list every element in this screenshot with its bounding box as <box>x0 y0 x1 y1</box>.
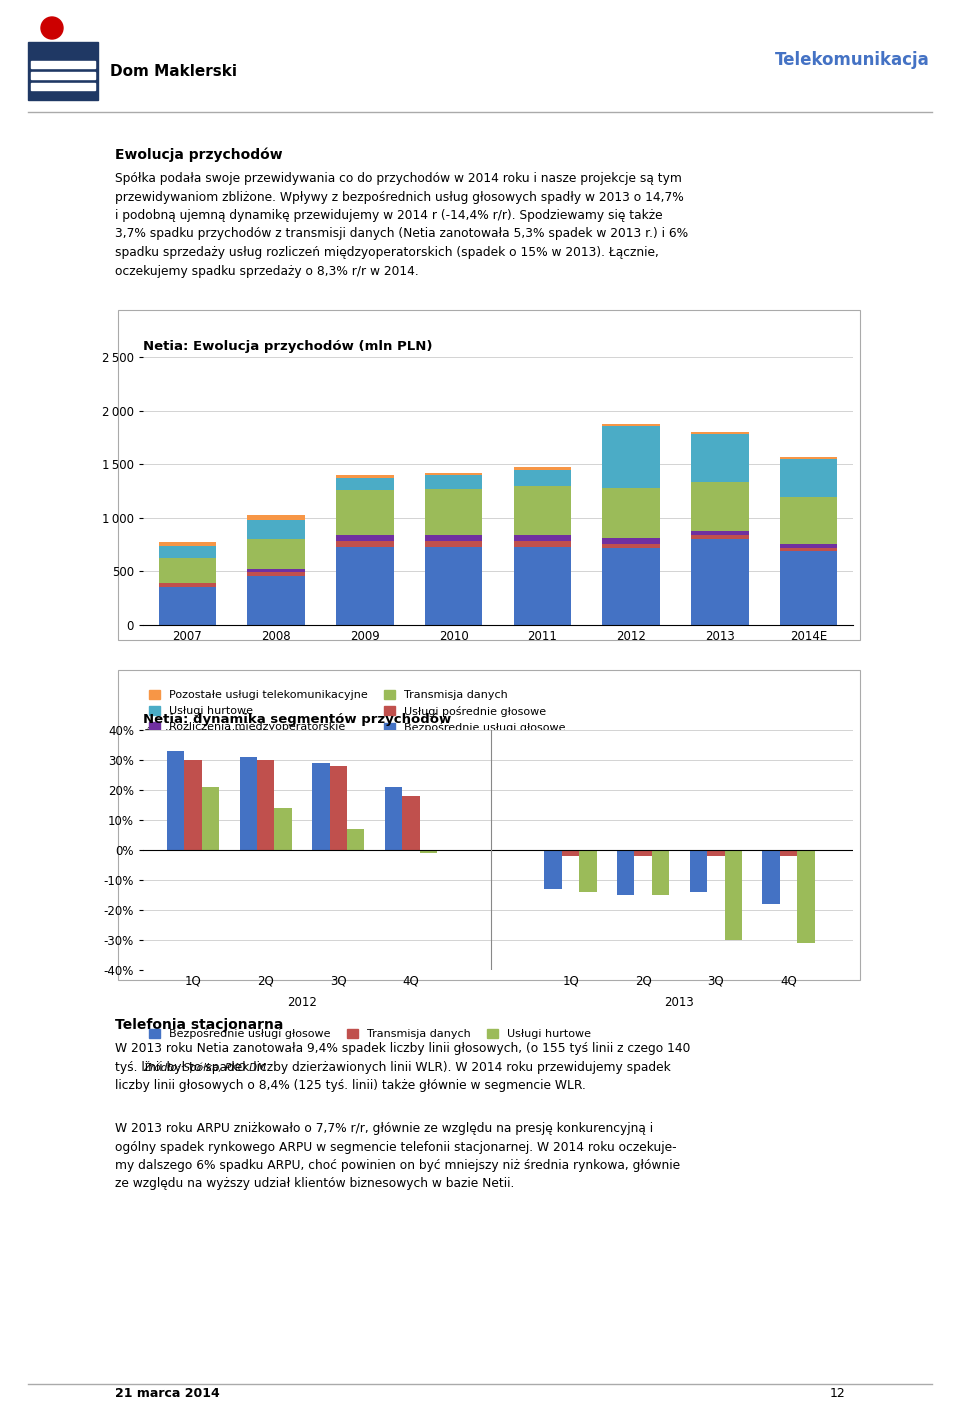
Text: 12: 12 <box>829 1387 845 1400</box>
Bar <box>257 760 275 850</box>
Bar <box>28 41 98 100</box>
Bar <box>31 83 95 90</box>
Bar <box>602 543 660 548</box>
Bar <box>424 475 483 489</box>
Bar <box>202 787 219 850</box>
Bar <box>514 469 571 486</box>
Text: Telefonia stacjonarna: Telefonia stacjonarna <box>115 1018 283 1032</box>
Bar <box>248 569 305 572</box>
Bar <box>691 432 749 434</box>
Bar <box>514 535 571 542</box>
Text: Netia: dynamika segmentów przychodów: Netia: dynamika segmentów przychodów <box>143 713 451 726</box>
Bar <box>248 576 305 625</box>
Bar <box>118 309 860 640</box>
Text: 2013: 2013 <box>664 995 694 1010</box>
Bar <box>691 434 749 482</box>
Bar <box>248 539 305 569</box>
Bar <box>691 530 749 536</box>
Bar <box>691 536 749 539</box>
Bar <box>602 426 660 488</box>
Bar <box>424 536 483 542</box>
Bar <box>31 71 95 78</box>
Bar <box>248 572 305 576</box>
Bar <box>158 542 216 546</box>
Bar <box>167 752 184 850</box>
Bar <box>562 850 579 856</box>
Bar <box>635 850 652 856</box>
Bar <box>158 558 216 583</box>
Bar <box>184 760 202 850</box>
Bar <box>336 491 394 536</box>
Bar <box>762 850 780 904</box>
Bar <box>240 757 257 850</box>
Text: Dom Maklerski: Dom Maklerski <box>110 64 237 80</box>
Text: Źródło: Spółka, PKO DM: Źródło: Spółka, PKO DM <box>143 1061 266 1074</box>
Bar <box>652 850 669 896</box>
Text: Ewolucja przychodów: Ewolucja przychodów <box>115 148 282 163</box>
Bar <box>385 787 402 850</box>
Bar <box>780 459 837 496</box>
Bar <box>336 536 394 542</box>
Bar <box>691 539 749 625</box>
Bar <box>424 473 483 475</box>
Bar <box>602 548 660 625</box>
Bar <box>780 456 837 459</box>
Bar <box>514 546 571 625</box>
Bar <box>797 850 814 943</box>
Bar <box>725 850 742 940</box>
Bar <box>158 583 216 588</box>
Bar <box>336 546 394 625</box>
Bar <box>248 515 305 520</box>
Bar <box>402 796 420 850</box>
Bar <box>424 546 483 625</box>
Bar <box>275 809 292 850</box>
Bar <box>336 542 394 546</box>
Text: Spółka podała swoje przewidywania co do przychodów w 2014 roku i nasze projekcje: Spółka podała swoje przewidywania co do … <box>115 173 688 278</box>
Bar <box>248 520 305 539</box>
Bar <box>602 424 660 426</box>
Bar <box>158 546 216 558</box>
Bar <box>780 850 797 856</box>
Bar <box>118 670 860 980</box>
Bar <box>424 489 483 536</box>
Bar <box>780 543 837 548</box>
Bar <box>691 482 749 530</box>
Bar <box>424 542 483 546</box>
Text: Źródło: Spółka, PKO DM: Źródło: Spółka, PKO DM <box>143 727 266 739</box>
Bar <box>617 850 635 896</box>
Bar <box>158 588 216 625</box>
Text: 21 marca 2014: 21 marca 2014 <box>115 1387 220 1400</box>
Bar <box>514 542 571 546</box>
Bar <box>780 496 837 543</box>
Bar <box>336 475 394 478</box>
Bar <box>780 548 837 550</box>
Bar <box>780 550 837 625</box>
Bar <box>329 766 347 850</box>
Text: W 2013 roku ARPU zniżkowało o 7,7% r/r, głównie ze względu na presję konkurencyj: W 2013 roku ARPU zniżkowało o 7,7% r/r, … <box>115 1122 680 1191</box>
Legend: Pozostałe usługi telekomunikacyjne, Usługi hurtowe, Rozliczenia międzyoperatorsk: Pozostałe usługi telekomunikacyjne, Usłu… <box>149 690 565 733</box>
Bar <box>336 478 394 491</box>
Bar <box>514 468 571 469</box>
Bar <box>347 829 365 850</box>
Bar <box>420 850 437 853</box>
Circle shape <box>41 17 63 39</box>
Text: Netia: Ewolucja przychodów (mln PLN): Netia: Ewolucja przychodów (mln PLN) <box>143 339 433 354</box>
Legend: Bezpośrednie usługi głosowe, Transmisja danych, Usługi hurtowe: Bezpośrednie usługi głosowe, Transmisja … <box>149 1028 591 1040</box>
Text: Telekomunikacja: Telekomunikacja <box>776 51 930 68</box>
Text: 2012: 2012 <box>287 995 317 1010</box>
Text: W 2013 roku Netia zanotowała 9,4% spadek liczby linii głosowych, (o 155 tyś lini: W 2013 roku Netia zanotowała 9,4% spadek… <box>115 1042 690 1092</box>
Bar <box>31 61 95 68</box>
Bar <box>544 850 562 888</box>
Bar <box>602 488 660 538</box>
Bar <box>689 850 708 893</box>
Bar <box>602 538 660 543</box>
Bar <box>579 850 597 893</box>
Bar <box>708 850 725 856</box>
Bar <box>312 763 329 850</box>
Bar <box>514 486 571 535</box>
